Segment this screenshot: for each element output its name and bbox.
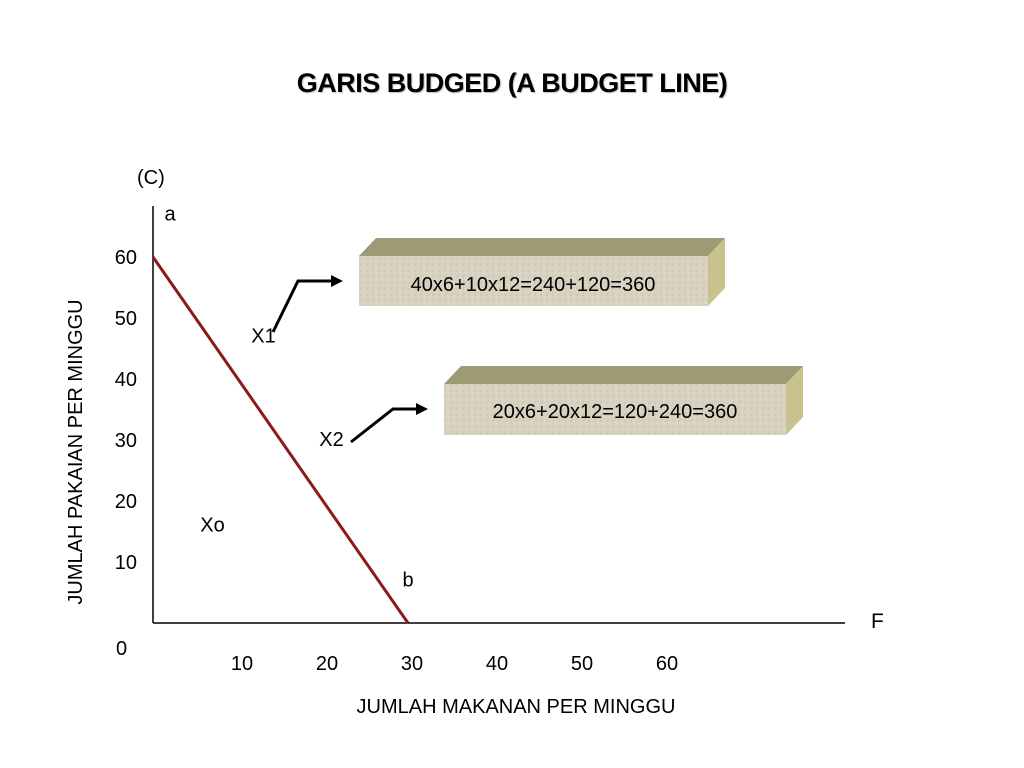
x-tick-label-20: 20	[316, 653, 338, 675]
annotation-box-2-side	[786, 366, 803, 435]
annotation-box-1-side	[708, 238, 725, 306]
budget-line-segment	[151, 256, 410, 624]
point-label-x1: X1	[251, 325, 275, 347]
x-tick-label-40: 40	[486, 653, 508, 675]
annotation-box-1-text: 40x6+10x12=240+120=360	[411, 274, 656, 296]
x-tick-label-30: 30	[401, 653, 423, 675]
y-tick-label-30: 30	[115, 430, 137, 452]
x-axis-end-label: F	[871, 610, 884, 633]
x-tick-label-50: 50	[571, 653, 593, 675]
arrow-x1-shaft	[271, 279, 333, 333]
x-tick-label-10: 10	[231, 653, 253, 675]
annotation-box-2-face	[444, 384, 786, 435]
annotation-box-1-face	[359, 256, 708, 306]
origin-label: 0	[116, 638, 127, 660]
point-label-a: a	[164, 203, 176, 225]
y-tick-label-10: 10	[115, 552, 137, 574]
annotation-box-2-text: 20x6+20x12=120+240=360	[493, 401, 738, 423]
annotation-box-1-top	[359, 238, 725, 256]
slide-title: GARIS BUDGED (A BUDGET LINE)	[296, 68, 728, 98]
point-label-xo: Xo	[200, 515, 224, 537]
annotation-box-1: 40x6+10x12=240+120=360	[359, 238, 725, 306]
budget-line-series	[151, 256, 410, 624]
y-axis-unit-label: (C)	[137, 167, 165, 189]
arrow-x2-head	[416, 403, 428, 415]
y-tick-label-20: 20	[115, 491, 137, 513]
annotation-box-2-top	[444, 366, 803, 384]
point-label-b: b	[402, 569, 413, 591]
x-tick-labels: 10 20 30 40 50 60	[231, 653, 678, 675]
arrow-x1	[271, 275, 343, 333]
point-labels: a b X1 X2 Xo	[164, 203, 413, 591]
arrow-x2-shaft	[350, 407, 418, 444]
y-tick-label-60: 60	[115, 247, 137, 269]
annotation-box-2: 20x6+20x12=120+240=360	[444, 366, 803, 435]
x-axis-title: JUMLAH MAKANAN PER MINGGU	[357, 696, 676, 718]
y-tick-labels: 10 20 30 40 50 60	[115, 247, 137, 574]
x-tick-label-60: 60	[656, 653, 678, 675]
arrow-x1-head	[331, 275, 343, 287]
y-tick-label-50: 50	[115, 308, 137, 330]
y-axis-title: JUMLAH PAKAIAN PER MINGGU	[65, 299, 87, 604]
point-label-x2: X2	[319, 429, 343, 451]
y-tick-label-40: 40	[115, 369, 137, 391]
arrow-x2	[350, 403, 428, 444]
